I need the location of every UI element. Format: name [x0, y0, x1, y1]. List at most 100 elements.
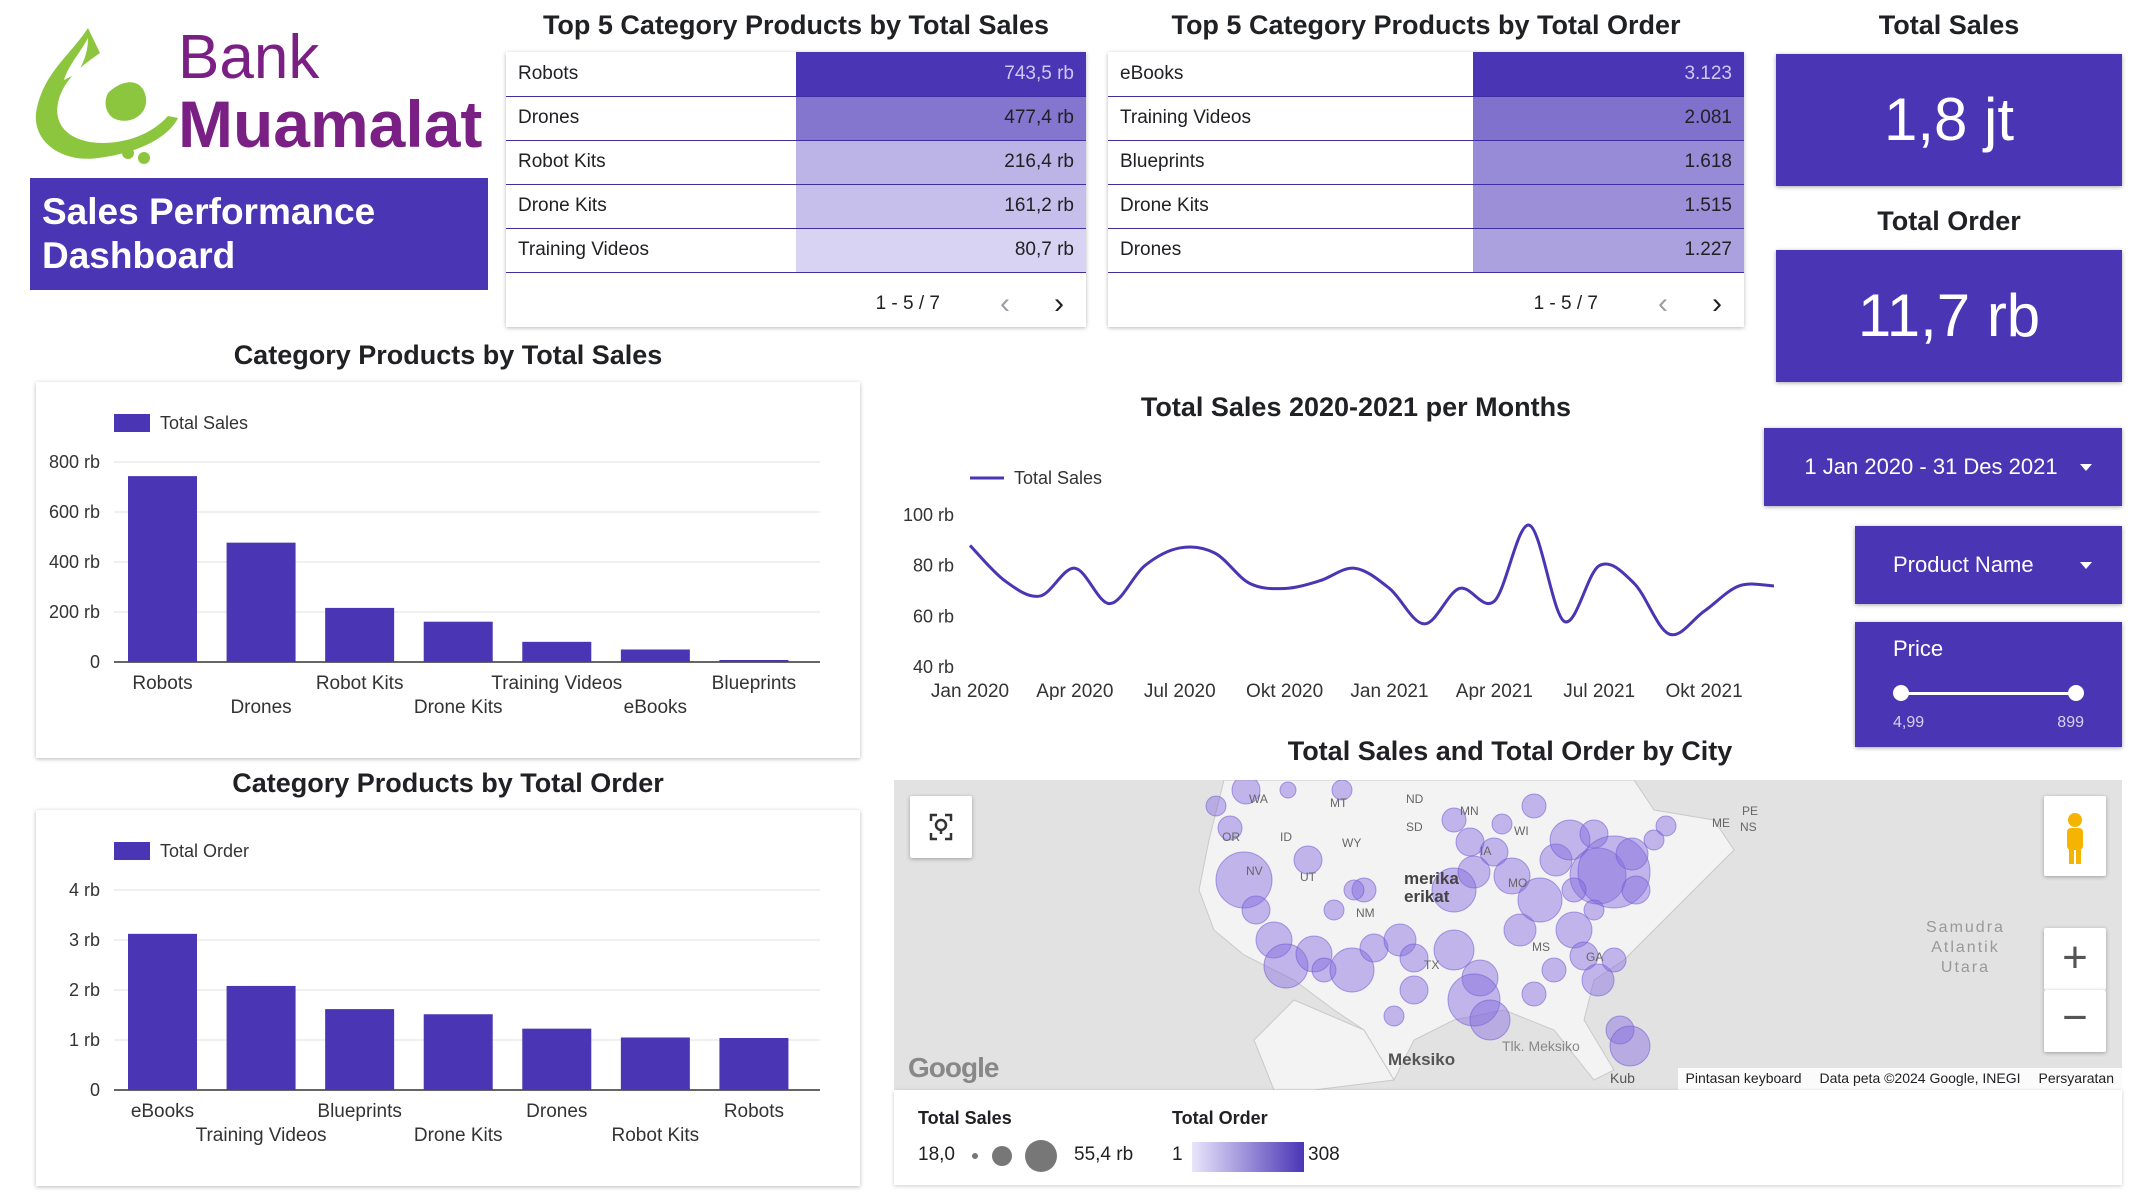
city-bubble[interactable] — [1329, 947, 1375, 993]
city-bubble[interactable] — [1295, 935, 1333, 973]
street-view-button[interactable] — [2044, 796, 2106, 876]
zoom-out-button[interactable]: − — [2044, 990, 2106, 1052]
logo-line1: Bank — [178, 23, 320, 92]
city-bubble[interactable] — [1343, 879, 1365, 901]
bar[interactable] — [325, 607, 395, 662]
bar[interactable] — [423, 1014, 493, 1090]
bar[interactable] — [226, 985, 296, 1090]
city-bubble[interactable] — [1359, 933, 1389, 963]
city-bubble[interactable] — [1583, 899, 1605, 921]
city-bubble[interactable] — [1479, 837, 1509, 867]
city-bubble[interactable] — [1561, 877, 1587, 903]
city-bubble[interactable] — [1241, 895, 1271, 925]
city-bubble[interactable] — [1441, 807, 1467, 833]
city-bubble[interactable] — [1457, 855, 1491, 889]
x-tick-label: Jul 2020 — [1144, 681, 1216, 700]
table-row[interactable]: Robots 743,5 rb — [506, 52, 1086, 97]
city-bubble[interactable] — [1555, 911, 1593, 949]
next-page-icon[interactable]: › — [1054, 287, 1064, 320]
series-line[interactable] — [968, 523, 1775, 637]
bar[interactable] — [620, 1037, 690, 1091]
city-bubble[interactable] — [1517, 877, 1563, 923]
table-row[interactable]: Robot Kits 216,4 rb — [506, 140, 1086, 185]
city-bubble[interactable] — [1655, 815, 1677, 837]
map-state-label: MT — [1330, 796, 1348, 810]
city-bubble[interactable] — [1433, 929, 1475, 971]
table-row[interactable]: Drones 477,4 rb — [506, 96, 1086, 141]
city-bubble[interactable] — [1577, 835, 1651, 909]
city-bubble[interactable] — [1323, 899, 1345, 921]
city-bubble[interactable] — [1601, 947, 1627, 973]
locate-button[interactable] — [910, 796, 972, 858]
bar[interactable] — [226, 542, 296, 662]
city-bubble[interactable] — [1447, 973, 1501, 1027]
price-slider-min-handle[interactable] — [1893, 685, 1909, 701]
bar[interactable] — [325, 1009, 395, 1090]
city-bubble[interactable] — [1279, 781, 1297, 799]
city-bubble[interactable] — [1615, 837, 1649, 871]
bar[interactable] — [719, 660, 789, 662]
keyboard-shortcuts-link[interactable]: Pintasan keyboard — [1685, 1070, 1802, 1086]
zoom-in-button[interactable]: + — [2044, 928, 2106, 990]
city-bubble[interactable] — [1293, 845, 1323, 875]
city-bubble[interactable] — [1399, 975, 1429, 1005]
terms-link[interactable]: Persyaratan — [2038, 1070, 2114, 1086]
city-bubble[interactable] — [1255, 921, 1293, 959]
city-bubble[interactable] — [1399, 943, 1429, 973]
city-bubble[interactable] — [1205, 795, 1227, 817]
map-state-label: WI — [1514, 824, 1529, 838]
city-bubble[interactable] — [1231, 780, 1261, 805]
dashboard-title: Sales Performance Dashboard — [30, 178, 488, 290]
city-bubble[interactable] — [1431, 867, 1477, 913]
city-bubble[interactable] — [1311, 957, 1337, 983]
city-bubble[interactable] — [1521, 793, 1547, 819]
table-cell-name: Robots — [506, 52, 796, 97]
bar[interactable] — [423, 621, 493, 662]
city-bubble[interactable] — [1493, 857, 1531, 895]
city-bubble[interactable] — [1609, 1025, 1651, 1067]
city-bubble[interactable] — [1469, 999, 1511, 1041]
bar[interactable] — [522, 1028, 592, 1090]
map-ocean-label: Samudra Atlantik Utara — [1926, 919, 2005, 976]
city-bubble[interactable] — [1331, 780, 1353, 801]
city-bubble[interactable] — [1621, 875, 1651, 905]
bar[interactable] — [719, 1038, 789, 1090]
price-slider-max-handle[interactable] — [2068, 685, 2084, 701]
table-row[interactable]: Training Videos 80,7 rb — [506, 228, 1086, 273]
city-bubble[interactable] — [1605, 1015, 1635, 1045]
prev-page-icon[interactable]: ‹ — [1000, 287, 1010, 320]
city-bubble[interactable] — [1521, 981, 1547, 1007]
price-slider-track[interactable] — [1901, 692, 2076, 695]
bar[interactable] — [620, 649, 690, 663]
city-bubble[interactable] — [1217, 815, 1243, 841]
table-row[interactable]: Blueprints 1.618 — [1108, 140, 1744, 185]
table-row[interactable]: Drone Kits 161,2 rb — [506, 184, 1086, 229]
city-bubble[interactable] — [1569, 941, 1599, 971]
map-state-label: PE — [1742, 804, 1759, 818]
table-row[interactable]: eBooks 3.123 — [1108, 52, 1744, 97]
bar[interactable] — [128, 933, 197, 1090]
product-name-filter[interactable]: Product Name — [1855, 526, 2122, 604]
y-tick-label: 4 rb — [69, 880, 100, 900]
x-tick-label: Apr 2021 — [1456, 681, 1533, 700]
city-bubble[interactable] — [1503, 913, 1537, 947]
city-bubble[interactable] — [1215, 851, 1273, 909]
city-bubble[interactable] — [1541, 957, 1567, 983]
table-row[interactable]: Training Videos 2.081 — [1108, 96, 1744, 141]
city-bubble[interactable] — [1383, 1005, 1405, 1027]
city-bubble[interactable] — [1549, 819, 1591, 861]
prev-page-icon[interactable]: ‹ — [1658, 287, 1668, 320]
city-bubble[interactable] — [1263, 943, 1309, 989]
city-bubble[interactable] — [1461, 959, 1499, 997]
table-row[interactable]: Drone Kits 1.515 — [1108, 184, 1744, 229]
date-range-picker[interactable]: 1 Jan 2020 - 31 Des 2021 — [1764, 428, 2122, 506]
bar[interactable] — [522, 641, 592, 662]
city-bubble[interactable] — [1491, 813, 1513, 835]
bar[interactable] — [128, 476, 197, 662]
table-row[interactable]: Drones 1.227 — [1108, 228, 1744, 273]
city-bubble[interactable] — [1643, 829, 1665, 851]
bubble-map[interactable]: WA MT ND MN OR ID SD WY WI NV UT IA NM MO TX MS GA ME PE NS… — [894, 780, 2122, 1090]
city-bubble[interactable] — [1581, 963, 1615, 997]
y-tick-label: 400 rb — [49, 552, 100, 572]
next-page-icon[interactable]: › — [1712, 287, 1722, 320]
